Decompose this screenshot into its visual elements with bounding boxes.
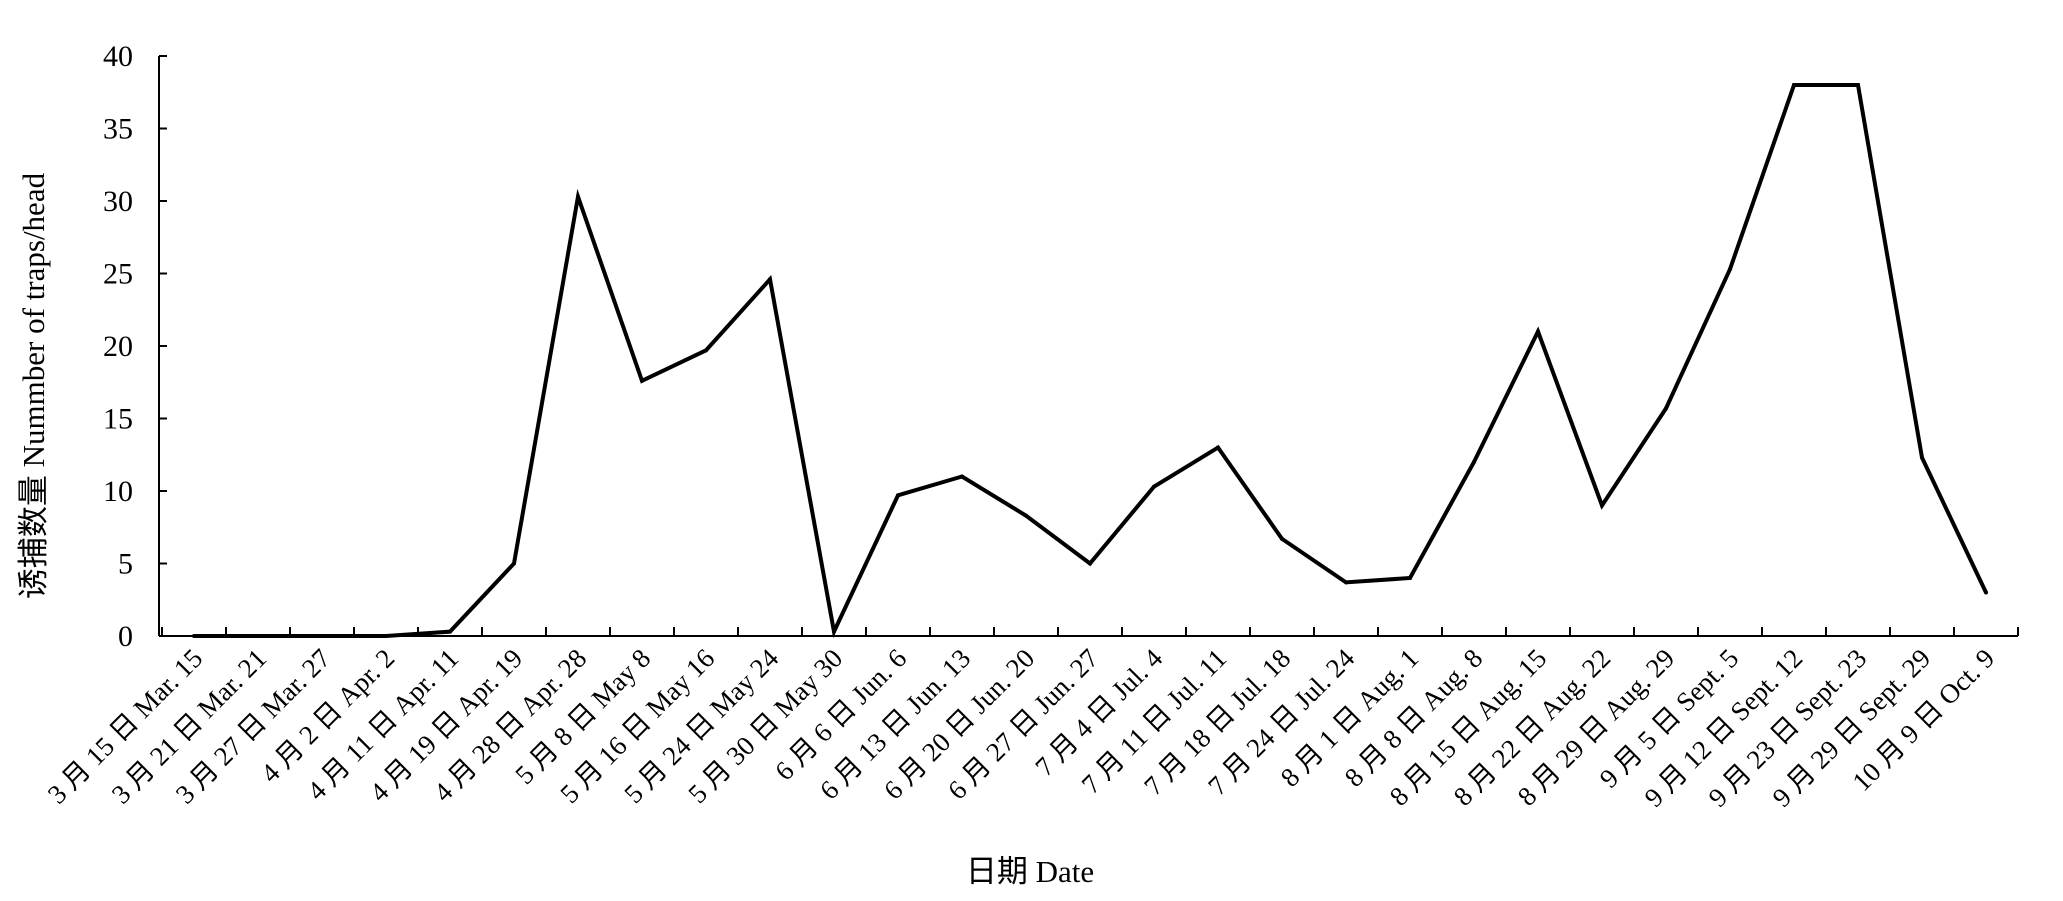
data-point bbox=[1600, 503, 1604, 508]
y-axis-ticks: 0 5 10 15 20 25 30 35 40 bbox=[103, 40, 167, 653]
data-point bbox=[704, 348, 708, 353]
y-tick-label: 10 bbox=[103, 475, 133, 508]
series-line bbox=[194, 83, 1988, 639]
data-point bbox=[448, 629, 452, 634]
y-tick-label: 5 bbox=[118, 548, 133, 581]
data-point bbox=[1536, 329, 1540, 334]
data-point bbox=[896, 493, 900, 498]
y-tick-label: 25 bbox=[103, 258, 133, 291]
data-point bbox=[768, 277, 772, 282]
y-tick-label: 20 bbox=[103, 330, 133, 363]
data-point bbox=[320, 634, 324, 638]
data-point bbox=[832, 629, 836, 634]
y-tick-label: 35 bbox=[103, 113, 133, 146]
data-point bbox=[1664, 406, 1668, 411]
data-point bbox=[1408, 576, 1412, 580]
data-point bbox=[1728, 267, 1732, 272]
x-axis-ticks: 3 月 15 日 Mar. 153 月 21 日 Mar. 213 月 27 日… bbox=[42, 627, 2019, 813]
axes bbox=[158, 56, 2018, 637]
data-point bbox=[512, 561, 516, 566]
data-point bbox=[960, 474, 964, 479]
data-point bbox=[1472, 460, 1476, 464]
x-axis-title: 日期 Date bbox=[966, 854, 1094, 889]
data-point bbox=[1984, 590, 1988, 595]
y-tick-label: 30 bbox=[103, 185, 133, 218]
data-point bbox=[192, 634, 196, 638]
data-point bbox=[1856, 83, 1860, 87]
y-tick-label: 40 bbox=[103, 40, 133, 73]
data-point bbox=[1024, 513, 1028, 518]
data-point bbox=[1216, 445, 1220, 450]
y-tick-label: 0 bbox=[118, 620, 133, 653]
series-layer bbox=[192, 83, 1988, 639]
data-point bbox=[256, 634, 260, 638]
data-point bbox=[1152, 484, 1156, 489]
data-point bbox=[640, 378, 644, 383]
data-point bbox=[384, 634, 388, 638]
data-point bbox=[1792, 83, 1796, 87]
data-point bbox=[1920, 455, 1924, 460]
y-tick-label: 15 bbox=[103, 403, 133, 436]
data-point bbox=[1344, 580, 1348, 585]
data-point bbox=[576, 194, 580, 199]
data-point bbox=[1280, 536, 1284, 541]
y-axis-title: 诱捕数量 Nummber of traps/head bbox=[16, 172, 51, 599]
data-point bbox=[1088, 561, 1092, 566]
